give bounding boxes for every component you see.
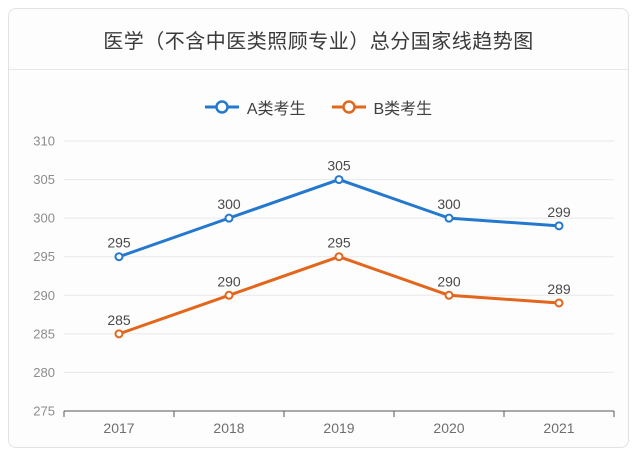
data-point — [444, 290, 454, 300]
legend-label: A类考生 — [246, 101, 306, 118]
series-0: 295 300 305 300 299 — [107, 158, 571, 262]
data-label: 290 — [437, 273, 461, 289]
data-label: 299 — [547, 204, 571, 220]
data-point — [114, 329, 124, 339]
chart-title: 医学（不含中医类照顾专业）总分国家线趋势图 — [103, 30, 534, 53]
data-label: 300 — [437, 196, 461, 212]
data-point — [224, 290, 234, 300]
data-label: 290 — [217, 273, 241, 289]
legend-item-1[interactable]: B类考生 — [331, 95, 433, 119]
data-label: 289 — [547, 281, 571, 297]
data-label: 285 — [107, 312, 131, 328]
data-label: 300 — [217, 196, 241, 212]
legend-item-0[interactable]: A类考生 — [204, 95, 306, 119]
legend-marker-icon — [331, 100, 366, 114]
svg-text:280: 280 — [33, 365, 55, 380]
chart-legend: A类考生 B类考生 — [9, 95, 628, 119]
series-1: 285 290 295 290 289 — [107, 235, 571, 339]
x-axis-labels: 2017 2018 2019 2020 2021 — [103, 420, 574, 436]
data-point — [334, 175, 344, 185]
data-point — [224, 213, 234, 223]
data-label: 295 — [327, 235, 351, 251]
svg-text:2018: 2018 — [213, 420, 244, 436]
data-point — [334, 252, 344, 262]
data-label: 305 — [327, 158, 351, 174]
legend-label: B类考生 — [373, 101, 433, 118]
y-axis-labels: 275 280 285 290 295 300 305 310 — [33, 134, 55, 419]
gridlines — [64, 140, 614, 373]
data-point — [554, 298, 564, 308]
legend-marker-icon — [204, 100, 239, 114]
data-label: 295 — [107, 235, 131, 251]
line-chart: 275 280 285 290 295 300 305 310 2017 2018 2019 2020… — [33, 134, 615, 436]
svg-text:310: 310 — [33, 134, 55, 149]
data-point — [554, 221, 564, 231]
chart-card: 医学（不含中医类照顾专业）总分国家线趋势图 A类考生 B类考生 275 280 285… — [8, 8, 629, 448]
svg-text:295: 295 — [33, 249, 55, 264]
data-point — [114, 252, 124, 262]
svg-text:275: 275 — [33, 404, 55, 419]
svg-text:2017: 2017 — [103, 420, 134, 436]
x-axis — [63, 410, 615, 417]
svg-text:2019: 2019 — [323, 420, 354, 436]
svg-text:2020: 2020 — [433, 420, 464, 436]
svg-text:285: 285 — [33, 326, 55, 341]
data-point — [444, 213, 454, 223]
svg-text:290: 290 — [33, 288, 55, 303]
chart-header: 医学（不含中医类照顾专业）总分国家线趋势图 — [9, 9, 628, 70]
svg-text:305: 305 — [33, 172, 55, 187]
svg-text:300: 300 — [33, 211, 55, 226]
svg-text:2021: 2021 — [543, 420, 574, 436]
